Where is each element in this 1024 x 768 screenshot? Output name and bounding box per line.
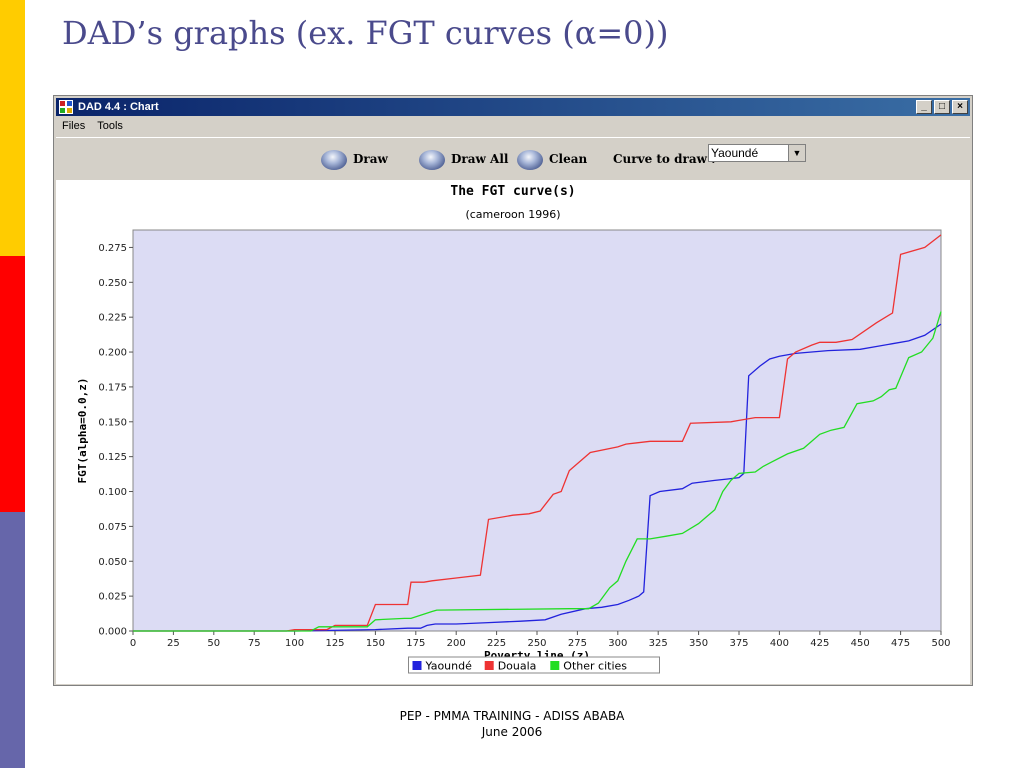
dad-app-icon	[59, 100, 73, 114]
x-tick-label: 500	[931, 638, 950, 649]
window-titlebar[interactable]: DAD 4.4 : Chart _ □ ×	[56, 98, 970, 116]
slide-footer: PEP - PMMA TRAINING - ADISS ABABA June 2…	[0, 708, 1024, 740]
y-tick-label: 0.000	[98, 627, 127, 638]
legend-label-douala: Douala	[498, 660, 537, 673]
decor-bar-yellow	[0, 0, 25, 256]
curve-to-draw-label: Curve to draw :	[613, 152, 716, 166]
footer-line-2: June 2006	[481, 725, 543, 739]
draw-label: Draw	[353, 152, 388, 166]
chart-subtitle: (cameroon 1996)	[465, 208, 561, 221]
x-tick-label: 425	[810, 638, 829, 649]
toolbar: Draw Draw All Clean Curve to draw : Yaou…	[56, 137, 970, 180]
x-tick-label: 50	[207, 638, 220, 649]
draw-button[interactable]: Draw	[321, 149, 388, 170]
minimize-button[interactable]: _	[916, 100, 932, 114]
legend-label-yaound-: Yaoundé	[425, 660, 473, 673]
window-title: DAD 4.4 : Chart	[78, 101, 159, 113]
chart-area: The FGT curve(s) (cameroon 1996) 0 25 50 75…	[56, 180, 970, 684]
clean-label: Clean	[549, 152, 588, 166]
x-tick-label: 300	[608, 638, 627, 649]
sphere-icon	[321, 149, 347, 170]
sphere-icon	[517, 149, 543, 170]
x-tick-label: 75	[248, 638, 261, 649]
dad-chart-window: DAD 4.4 : Chart _ □ × Files Tools Draw Dr…	[53, 95, 973, 686]
x-tick-label: 225	[487, 638, 506, 649]
y-tick-label: 0.150	[98, 417, 127, 428]
y-tick-label: 0.200	[98, 348, 127, 359]
draw-all-label: Draw All	[451, 152, 509, 166]
x-tick-label: 100	[285, 638, 304, 649]
y-tick-label: 0.075	[98, 522, 127, 533]
series-line-other-cities	[133, 311, 942, 632]
y-tick-label: 0.250	[98, 278, 127, 289]
decor-bar-red	[0, 256, 25, 512]
menubar: Files Tools	[56, 117, 970, 135]
x-tick-label: 150	[366, 638, 385, 649]
y-tick-label: 0.125	[98, 452, 127, 463]
y-tick-label: 0.225	[98, 313, 127, 324]
y-tick-label: 0.050	[98, 557, 127, 568]
series-line-yaound-	[133, 323, 942, 632]
x-tick-label: 325	[649, 638, 668, 649]
x-tick-label: 250	[527, 638, 546, 649]
series-line-douala	[133, 234, 942, 632]
menu-files[interactable]: Files	[62, 120, 86, 132]
plot-background	[132, 229, 942, 632]
clean-button[interactable]: Clean	[517, 149, 588, 170]
decor-bar-blue	[0, 512, 25, 768]
curve-select-value: Yaoundé	[711, 146, 759, 160]
x-tick-label: 400	[770, 638, 789, 649]
chevron-down-icon[interactable]: ▼	[788, 145, 805, 161]
x-tick-label: 275	[568, 638, 587, 649]
footer-line-1: PEP - PMMA TRAINING - ADISS ABABA	[399, 709, 625, 723]
legend-swatch-other-cities	[550, 661, 560, 670]
legend-swatch-yaound-	[412, 661, 422, 670]
x-tick-label: 125	[325, 638, 344, 649]
x-tick-label: 450	[851, 638, 870, 649]
x-tick-label: 375	[729, 638, 748, 649]
y-tick-label: 0.175	[98, 382, 127, 393]
chart-title: The FGT curve(s)	[450, 184, 576, 199]
y-axis-label: FGT(alpha=0.0,z)	[76, 378, 89, 484]
legend-swatch-douala	[484, 661, 494, 670]
x-tick-label: 475	[891, 638, 910, 649]
maximize-button[interactable]: □	[934, 100, 950, 114]
y-tick-label: 0.275	[98, 243, 127, 254]
sphere-icon	[419, 149, 445, 170]
curve-select[interactable]: Yaoundé ▼	[708, 144, 806, 162]
slide-title: DAD’s graphs (ex. FGT curves (α=0))	[62, 14, 669, 52]
x-tick-label: 200	[447, 638, 466, 649]
legend-label-other-cities: Other cities	[563, 660, 627, 673]
fgt-chart: 0 25 50 75 100 125 150 175 200 225 250 275 300 325 350…	[76, 229, 951, 674]
chart-legend	[408, 656, 660, 674]
y-tick-label: 0.100	[98, 487, 127, 498]
x-tick-label: 175	[406, 638, 425, 649]
close-button[interactable]: ×	[952, 100, 968, 114]
x-tick-label: 25	[167, 638, 180, 649]
menu-tools[interactable]: Tools	[97, 120, 123, 132]
x-tick-label: 0	[130, 638, 136, 649]
draw-all-button[interactable]: Draw All	[419, 149, 509, 170]
y-tick-label: 0.025	[98, 592, 127, 603]
x-tick-label: 350	[689, 638, 708, 649]
